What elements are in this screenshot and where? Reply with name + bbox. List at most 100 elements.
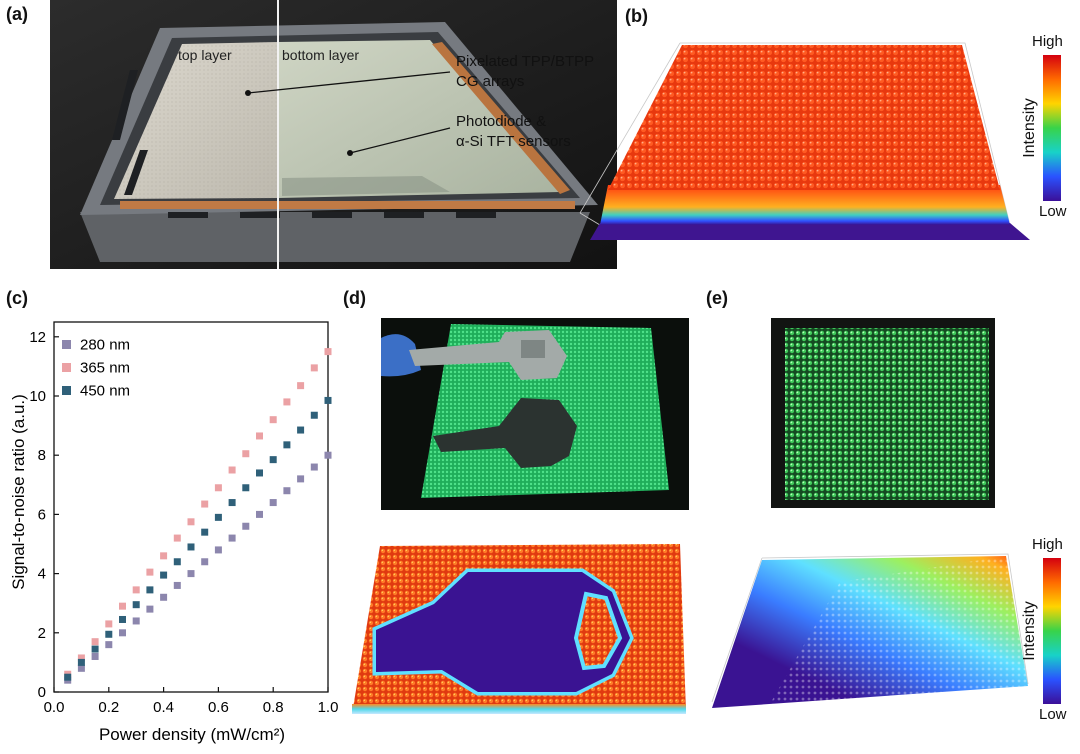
point-280-nm [160,593,168,601]
point-280-nm [119,629,126,637]
key-shadow-photo-svg [381,318,689,510]
point-450-nm [91,645,99,653]
point-280-nm [91,652,99,660]
point-280-nm [324,451,332,459]
point-365-nm [77,654,85,662]
top-layer-label: top layer [178,47,232,63]
intensity-map-3d [570,35,1040,250]
point-280-nm [173,581,181,589]
green-array-photo [771,318,995,508]
colorbar-e [1043,558,1061,704]
annotation-sensors-line1: Photodiode & [456,113,547,130]
y-tick-label: 0 [38,684,46,701]
y-tick-label: 2 [38,625,46,642]
point-365-nm [201,500,209,508]
point-280-nm [242,522,250,530]
x-tick-label: 0.2 [98,699,119,716]
point-450-nm [187,543,195,551]
colorbar-b [1043,55,1061,201]
y-tick-label: 8 [38,447,46,464]
point-450-nm [256,469,263,477]
point-450-nm [105,630,113,638]
y-tick-label: 4 [38,566,46,583]
plot-frame [53,321,329,693]
point-280-nm [214,546,222,554]
point-365-nm [256,432,263,440]
legend-label: 450 nm [80,383,130,400]
chart-legend: 280 nm 365 nm 450 nm [62,337,130,400]
point-365-nm [324,348,332,356]
annotation-cg-line1: Pixelated TPP/BTPP [456,53,595,70]
chart-points [64,348,332,684]
device-photo-svg [50,0,617,269]
point-280-nm [105,641,113,649]
legend-marker [62,340,71,349]
x-tick-label: 0.4 [153,699,174,716]
panel-label-e: (e) [706,288,728,308]
point-450-nm [160,571,168,579]
point-365-nm [187,518,195,526]
x-tick-label: 1.0 [318,699,339,716]
bottom-layer-label: bottom layer [282,47,360,63]
point-450-nm [146,586,154,594]
point-450-nm [310,411,318,419]
key-intensity-map-svg [352,544,686,714]
point-280-nm [201,558,209,566]
panel-label-a: (a) [6,4,28,24]
point-365-nm [132,586,140,594]
y-axis-label: Signal-to-noise ratio (a.u.) [9,394,28,590]
annotation-sensors-line2: α-Si TFT sensors [456,133,571,150]
colorbar-e-high: High [1032,536,1063,553]
point-365-nm [310,364,318,372]
gradient-intensity-map-3d [710,552,1030,712]
key-intensity-map-3d [350,542,690,722]
snr-chart-svg: 0.0 0.2 0.4 0.6 0.8 1.0 0 2 4 6 8 10 12 280 nm 365 nm… [9,321,338,744]
point-450-nm [297,426,305,434]
panel-label-c: (c) [6,288,28,308]
point-450-nm [201,528,209,536]
point-365-nm [173,534,181,542]
point-450-nm [269,456,277,464]
colorbar-b-low: Low [1039,203,1067,220]
point-365-nm [297,382,305,390]
x-axis-label: Power density (mW/cm²) [99,725,285,744]
x-tick-label: 0.0 [44,699,65,716]
point-365-nm [242,450,250,458]
point-280-nm [297,475,305,483]
point-450-nm [242,484,250,492]
point-365-nm [119,602,126,610]
point-280-nm [77,664,85,672]
annotation-cg-line2: CG arrays [456,73,525,90]
x-tick-label: 0.6 [208,699,229,716]
point-450-nm [228,499,236,507]
point-280-nm [283,487,291,495]
point-280-nm [187,570,195,578]
point-365-nm [228,466,236,474]
point-450-nm [324,396,332,404]
colorbar-e-title: Intensity [1021,601,1038,661]
point-365-nm [269,416,277,424]
point-280-nm [228,534,236,542]
point-365-nm [160,552,168,560]
point-280-nm [132,617,140,625]
point-365-nm [146,568,154,576]
key-shadow-photo [381,318,689,510]
point-365-nm [105,620,113,628]
point-450-nm [132,601,140,609]
point-365-nm [214,484,222,492]
colorbar-e-low: Low [1039,706,1067,723]
point-450-nm [77,658,85,666]
panel-label-b: (b) [625,6,648,26]
point-450-nm [64,673,72,681]
point-280-nm [269,499,277,507]
annotation-sensors: Photodiode & α-Si TFT sensors [456,112,571,152]
legend-label: 280 nm [80,337,130,354]
green-array-photo-svg [771,318,995,508]
legend-label: 365 nm [80,360,130,377]
x-tick-label: 0.8 [263,699,284,716]
intensity-map-3d-svg [579,42,1030,240]
point-450-nm [283,441,291,449]
y-tick-label: 6 [38,506,46,523]
chart-ticks: 0.0 0.2 0.4 0.6 0.8 1.0 0 2 4 6 8 10 12 [29,329,338,716]
chart-axes [53,321,329,693]
